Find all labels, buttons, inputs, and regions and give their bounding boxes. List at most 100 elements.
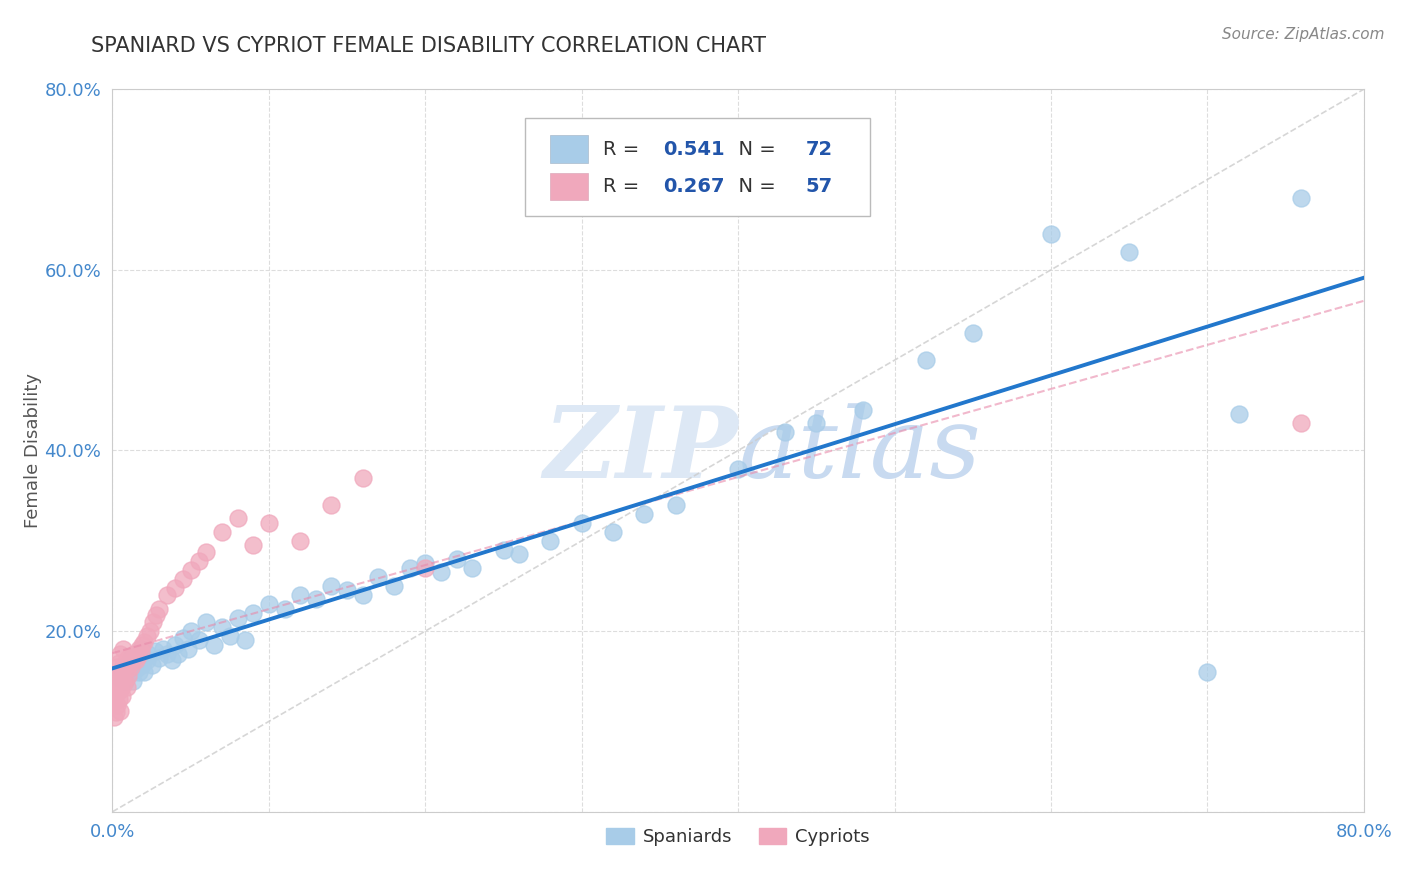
Point xyxy=(915,353,938,368)
Point xyxy=(135,629,157,643)
Point xyxy=(112,678,135,692)
Text: ZIP: ZIP xyxy=(543,402,738,499)
Point xyxy=(172,572,194,586)
Legend: Spaniards, Cypriots: Spaniards, Cypriots xyxy=(599,821,877,854)
Point xyxy=(107,665,129,679)
Point xyxy=(160,653,183,667)
Point xyxy=(321,579,343,593)
Point xyxy=(962,326,984,340)
Point xyxy=(226,511,249,525)
Point xyxy=(257,516,280,530)
Point xyxy=(127,649,149,664)
Point xyxy=(852,402,875,417)
Point xyxy=(382,579,405,593)
Point xyxy=(107,673,129,688)
Point xyxy=(156,588,179,602)
Point xyxy=(352,588,374,602)
Point xyxy=(124,647,146,661)
Point xyxy=(134,651,156,665)
Text: R =: R = xyxy=(603,178,645,196)
Point xyxy=(187,633,209,648)
Point xyxy=(127,649,149,664)
Point xyxy=(110,665,132,679)
Point xyxy=(114,656,136,670)
Point xyxy=(1227,407,1250,422)
Point xyxy=(104,706,127,720)
Y-axis label: Female Disability: Female Disability xyxy=(24,373,42,528)
Point xyxy=(1291,191,1313,205)
Point xyxy=(152,642,174,657)
Point xyxy=(101,697,124,711)
Point xyxy=(163,638,186,652)
Point xyxy=(105,678,128,692)
Point xyxy=(218,629,240,643)
Point xyxy=(107,656,129,670)
FancyBboxPatch shape xyxy=(526,118,869,216)
Point xyxy=(111,689,134,703)
Point xyxy=(806,417,828,431)
Point xyxy=(202,638,225,652)
Point xyxy=(112,642,135,657)
Point xyxy=(156,647,179,661)
Point xyxy=(104,669,127,683)
Point xyxy=(180,624,202,639)
Text: 57: 57 xyxy=(806,178,832,196)
Point xyxy=(664,498,686,512)
Point xyxy=(131,638,153,652)
Point xyxy=(105,669,128,683)
Point xyxy=(1197,665,1219,679)
Point xyxy=(125,653,148,667)
Point xyxy=(1118,244,1140,259)
Point xyxy=(773,425,796,440)
Point xyxy=(132,665,155,679)
Point xyxy=(110,704,132,718)
Point xyxy=(415,557,437,571)
Text: 72: 72 xyxy=(806,140,832,159)
Text: SPANIARD VS CYPRIOT FEMALE DISABILITY CORRELATION CHART: SPANIARD VS CYPRIOT FEMALE DISABILITY CO… xyxy=(91,36,766,55)
Point xyxy=(124,656,146,670)
Text: 0.267: 0.267 xyxy=(664,178,724,196)
Point xyxy=(211,619,233,633)
Point xyxy=(128,642,150,657)
Point xyxy=(112,660,135,674)
Text: R =: R = xyxy=(603,140,645,159)
Point xyxy=(1291,417,1313,431)
Point xyxy=(117,669,139,683)
Point xyxy=(257,597,280,611)
Point xyxy=(273,601,295,615)
Text: Source: ZipAtlas.com: Source: ZipAtlas.com xyxy=(1222,27,1385,42)
Point xyxy=(336,583,359,598)
Point xyxy=(398,561,420,575)
Point xyxy=(195,544,218,558)
Point xyxy=(128,665,150,679)
Text: N =: N = xyxy=(725,178,782,196)
Point xyxy=(141,658,163,673)
Point xyxy=(111,667,134,681)
Point xyxy=(430,566,453,580)
Point xyxy=(290,533,312,548)
Point xyxy=(508,547,530,561)
Point xyxy=(305,592,328,607)
Point xyxy=(145,607,167,622)
Point xyxy=(111,671,134,685)
Point xyxy=(446,551,468,566)
Text: 0.541: 0.541 xyxy=(664,140,724,159)
Point xyxy=(167,647,190,661)
Point xyxy=(242,606,264,620)
Point xyxy=(125,662,148,676)
Point xyxy=(242,538,264,552)
Point xyxy=(492,542,515,557)
Point xyxy=(163,581,186,595)
Point xyxy=(103,682,125,697)
Point xyxy=(235,633,257,648)
Point xyxy=(132,635,155,649)
Point xyxy=(1039,227,1063,241)
Point xyxy=(148,651,170,665)
Point xyxy=(461,561,484,575)
Point xyxy=(114,673,136,688)
Point xyxy=(121,673,143,688)
Point xyxy=(142,615,165,629)
Point xyxy=(138,647,160,661)
Point xyxy=(117,651,139,665)
FancyBboxPatch shape xyxy=(550,136,588,163)
